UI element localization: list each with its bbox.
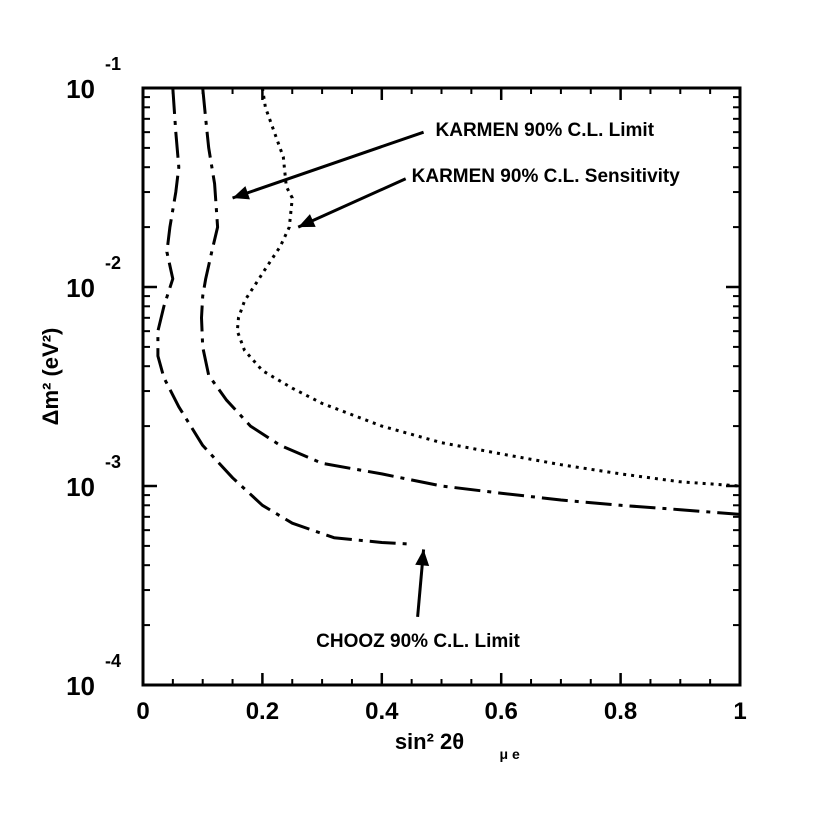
series-line-2 [235, 87, 741, 488]
y-tick-label-base: 10 [66, 472, 95, 502]
y-axis-label: Δm² (eV²) [38, 328, 63, 426]
x-axis-label: sin² 2θ [395, 729, 464, 754]
y-tick-label-exponent: -4 [105, 651, 121, 671]
y-tick-label-exponent: -2 [105, 253, 121, 273]
y-tick-label-base: 10 [66, 273, 95, 303]
annotation-arrow-line [297, 177, 407, 229]
series-line-3 [156, 87, 412, 546]
annotation-label: KARMEN 90% C.L. Sensitivity [412, 166, 681, 187]
y-tick-label-exponent: -3 [105, 452, 121, 472]
y-tick-label-base: 10 [66, 74, 95, 104]
annotation-arrow-line [232, 130, 425, 200]
annotation-label: KARMEN 90% C.L. Limit [436, 120, 655, 141]
x-tick-label: 0.6 [485, 698, 518, 725]
x-tick-label: 0.4 [365, 698, 399, 725]
y-tick-label-exponent: -1 [105, 54, 121, 74]
x-tick-label: 0.2 [246, 698, 279, 725]
x-tick-label: 1 [733, 698, 746, 725]
annotation-label: CHOOZ 90% C.L. Limit [316, 631, 520, 652]
series-line-1 [200, 87, 741, 516]
x-tick-label: 0.8 [604, 698, 637, 725]
annotation-arrowhead [415, 549, 430, 566]
annotation-arrowhead [232, 186, 250, 200]
x-axis-label-subscript: μ e [500, 746, 520, 762]
annotation-arrowhead [298, 214, 316, 228]
y-tick-label-base: 10 [66, 671, 95, 701]
x-tick-label: 0 [136, 698, 149, 725]
